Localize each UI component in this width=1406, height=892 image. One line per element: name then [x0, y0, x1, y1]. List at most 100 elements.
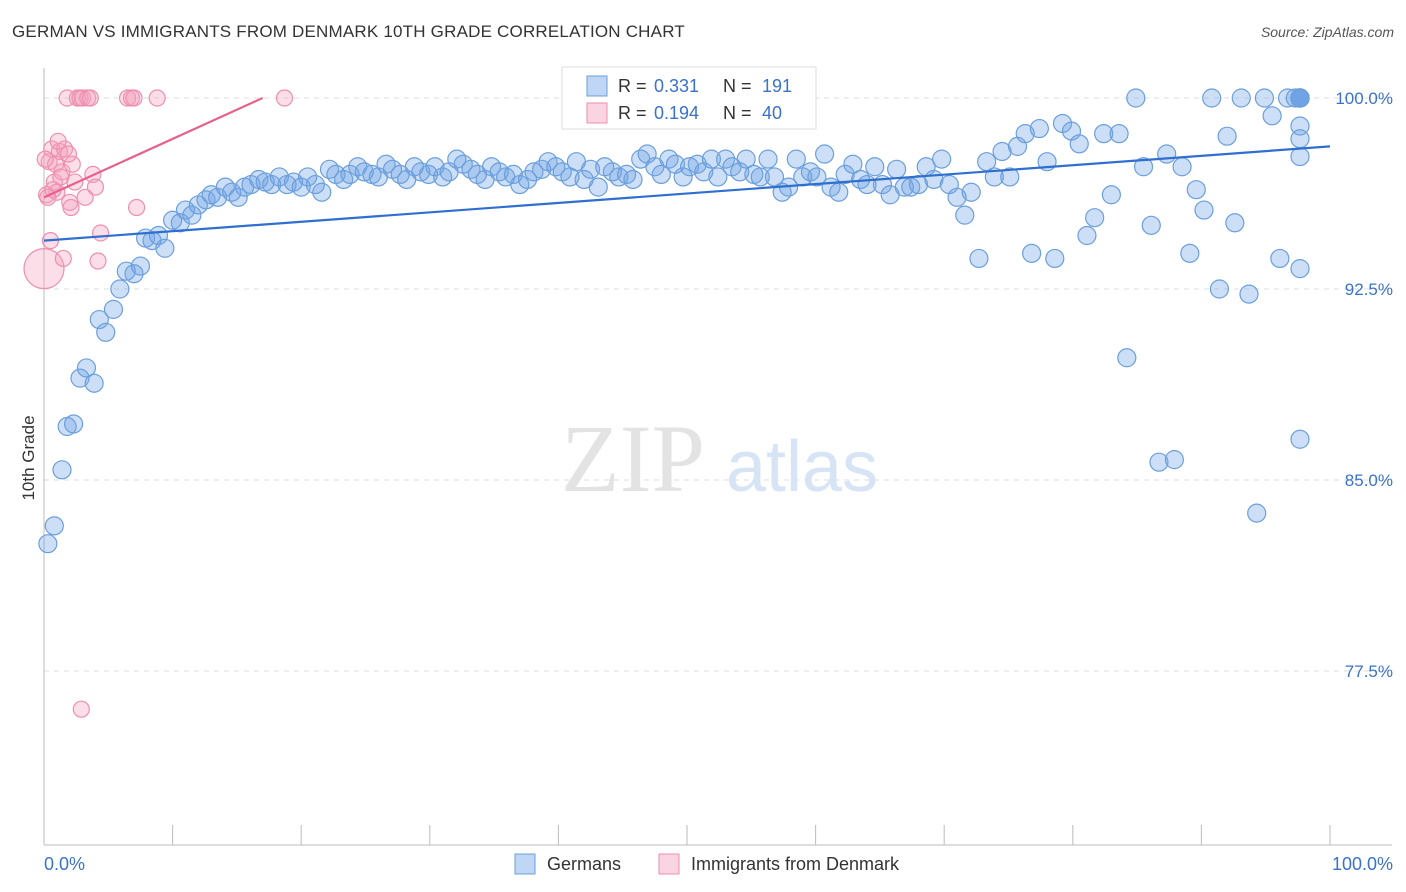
germans-point	[764, 167, 785, 187]
germans-point	[411, 162, 431, 182]
germans-point	[815, 144, 835, 164]
germans-point	[1117, 348, 1137, 368]
germans-point	[175, 200, 196, 220]
trend-lines	[43, 96, 1331, 242]
germans-point	[44, 516, 64, 536]
denmark-point	[118, 89, 137, 107]
stats-r-germans: 0.331	[654, 76, 699, 96]
germans-point	[63, 414, 84, 434]
germans-point	[1149, 452, 1169, 472]
y-tick-labels: 77.5% 85.0% 92.5% 100.0%	[1335, 89, 1393, 681]
watermark-zip: ZIP	[561, 405, 705, 512]
germans-point	[1022, 243, 1042, 263]
stats-n-germans: 191	[762, 76, 792, 96]
germans-point	[715, 149, 736, 169]
germans-point	[701, 149, 722, 169]
germans-point	[1126, 88, 1146, 108]
germans-point	[659, 149, 679, 169]
stats-box	[561, 66, 817, 130]
germans-point	[532, 159, 552, 179]
germans-point	[843, 154, 863, 174]
denmark-point	[54, 249, 72, 268]
germans-point	[1194, 200, 1214, 220]
germans-point	[1157, 144, 1177, 164]
germans-point	[291, 177, 311, 197]
germans-point	[947, 187, 967, 207]
y-tick-label: 100.0%	[1335, 89, 1393, 108]
y-tick-label: 85.0%	[1345, 471, 1393, 490]
germans-point	[182, 205, 202, 225]
germans-point	[546, 157, 566, 177]
germans-point	[588, 177, 608, 197]
germans-point	[1069, 134, 1089, 154]
denmark-point	[91, 224, 110, 242]
germans-point	[305, 174, 325, 195]
watermark: ZIP atlas	[561, 405, 878, 512]
germans-point	[1133, 157, 1154, 177]
germans-point	[750, 167, 770, 187]
denmark-point	[52, 168, 70, 186]
denmark-points	[23, 89, 294, 718]
germans-point	[1202, 88, 1222, 108]
germans-point	[96, 322, 116, 342]
denmark-point	[81, 89, 99, 107]
germans-point	[319, 159, 340, 179]
germans-point	[447, 149, 467, 169]
germans-point	[163, 210, 183, 230]
germans-point	[807, 167, 827, 187]
germans-point	[1015, 124, 1035, 144]
denmark-point	[46, 155, 65, 173]
germans-point	[503, 164, 523, 184]
germans-point	[1290, 429, 1310, 449]
germans-point	[340, 164, 360, 184]
denmark-point	[49, 132, 67, 150]
denmark-point	[86, 178, 105, 196]
germans-point	[1290, 88, 1310, 108]
germans-point	[1085, 208, 1105, 228]
chart-title: GERMAN VS IMMIGRANTS FROM DENMARK 10TH G…	[12, 22, 685, 41]
germans-point	[786, 149, 806, 169]
germans-point	[228, 187, 248, 207]
germans-point	[1231, 88, 1251, 108]
denmark-point	[275, 89, 294, 107]
denmark-point	[72, 700, 90, 718]
germans-point	[215, 177, 235, 197]
germans-point	[1094, 124, 1114, 144]
denmark-trend-line	[43, 96, 264, 199]
germans-point	[1077, 225, 1097, 246]
germans-point	[334, 169, 354, 190]
stats-n-label-germans: N =	[723, 76, 752, 96]
germans-point	[887, 159, 907, 179]
germans-point	[651, 164, 671, 184]
germans-point	[865, 157, 885, 177]
germans-point	[116, 261, 136, 281]
y-tick-label: 92.5%	[1345, 280, 1393, 299]
germans-point	[298, 167, 318, 187]
germans-point	[222, 182, 242, 202]
germans-point	[1290, 146, 1310, 167]
germans-point	[1290, 259, 1310, 279]
germans-point	[269, 167, 289, 187]
germans-point	[955, 205, 975, 225]
germans-point	[103, 299, 124, 319]
germans-points	[38, 88, 1310, 554]
germans-point	[517, 169, 538, 190]
germans-point	[376, 154, 396, 174]
denmark-point	[89, 252, 107, 270]
germans-point	[70, 368, 90, 388]
germans-point	[1225, 213, 1245, 233]
germans-point	[155, 238, 175, 258]
germans-point	[1101, 185, 1121, 205]
germans-point	[1217, 126, 1237, 146]
germans-point	[835, 164, 855, 184]
germans-point	[1172, 157, 1192, 177]
germans-point	[1270, 248, 1290, 269]
germans-point	[1239, 284, 1259, 304]
stats-n-denmark: 40	[762, 103, 782, 123]
denmark-point	[148, 89, 166, 107]
denmark-point	[39, 188, 57, 206]
germans-point	[932, 149, 952, 169]
germans-point	[1180, 243, 1200, 263]
germans-point	[124, 264, 144, 284]
